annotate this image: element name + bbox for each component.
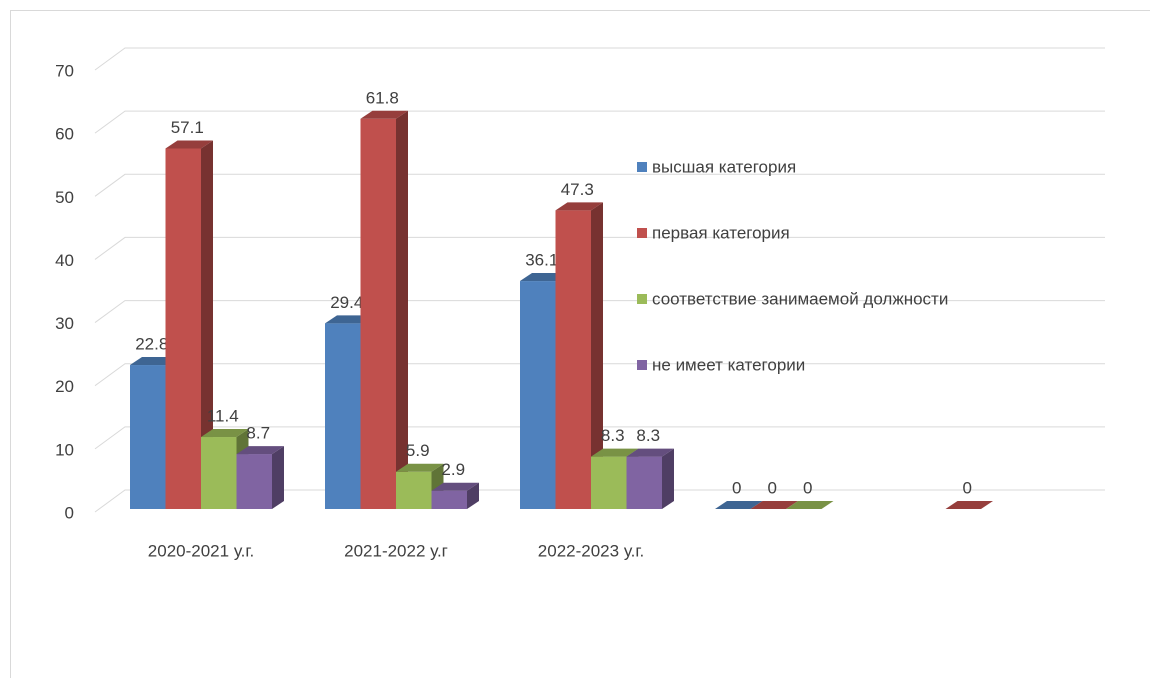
bar-side [591,202,603,509]
grid-line [94,173,1105,197]
data-label: 0 [803,478,812,497]
bar-side [272,446,284,509]
y-tick-label: 10 [55,440,74,459]
bar-top [360,110,408,119]
x-tick-label: 2021-2022 у.г [344,541,448,560]
data-label: 0 [768,478,777,497]
data-label: 57.1 [171,118,204,137]
bar-top [555,202,603,211]
bar [715,501,763,509]
bar [236,446,284,509]
bar [945,501,993,509]
data-label: 0 [732,478,741,497]
bar-top [201,429,249,438]
legend-swatch [637,294,647,304]
data-label: 2.9 [441,460,465,479]
chart-frame [10,10,1150,678]
bar-front [360,118,396,509]
legend-label: не имеет категории [652,355,805,374]
data-label: 36.1 [525,251,558,270]
grid-line [94,363,1105,387]
data-label: 11.4 [207,407,239,426]
bar-top [431,482,479,491]
bar-side [662,448,674,509]
data-label: 29.4 [330,293,363,312]
x-tick-label: 2020-2021 у.г. [148,541,254,560]
y-tick-label: 40 [55,251,74,270]
bar [165,140,213,509]
legend-swatch [637,360,647,370]
bar-front [431,490,467,509]
bar-front [555,210,591,509]
grid-line [94,489,1105,513]
bar-top [396,463,444,472]
legend-label: первая категория [652,223,790,242]
y-tick-label: 20 [55,377,74,396]
bar-front [591,456,627,509]
bar-side [467,482,479,509]
grid-line [94,47,1105,71]
bar-top [786,501,834,509]
bar-front [165,148,201,509]
data-label: 8.3 [636,426,660,445]
data-label: 0 [963,478,972,497]
data-label: 61.8 [366,88,399,107]
bar-top [236,446,284,455]
bar-front [201,437,237,509]
bar-front [130,365,166,509]
bar-front [236,454,272,509]
bar-top [591,448,639,457]
bar-side [396,110,408,509]
bar [626,448,674,509]
bar [750,501,798,509]
data-label: 8.7 [246,424,270,443]
bar-top [165,140,213,149]
bar [555,202,603,509]
bar-side [201,140,213,509]
grid-line [94,426,1105,450]
bar [360,110,408,509]
bar-front [396,471,432,509]
legend-swatch [637,228,647,238]
data-label: 47.3 [561,180,594,199]
data-label: 8.3 [601,426,625,445]
y-tick-label: 60 [55,125,74,144]
bar-front [520,281,556,509]
grid-line [94,236,1105,260]
y-tick-label: 50 [55,188,74,207]
grid-line [94,300,1105,323]
bar-front [325,323,361,509]
bar-top [626,448,674,457]
grid-line [94,110,1105,134]
y-tick-label: 70 [55,61,74,80]
y-tick-label: 0 [65,503,74,522]
legend-label: соответствие занимаемой должности [652,289,948,308]
bar-front [626,456,662,509]
x-tick-label: 2022-2023 у.г. [538,541,644,560]
bar [431,482,479,509]
bar-top [945,501,993,509]
legend-swatch [637,162,647,172]
data-label: 5.9 [406,441,430,460]
y-tick-label: 30 [55,314,74,333]
legend-label: высшая категория [652,157,796,176]
bar [786,501,834,509]
bar-top [715,501,763,509]
bar-top [750,501,798,509]
data-label: 22.8 [135,335,168,354]
